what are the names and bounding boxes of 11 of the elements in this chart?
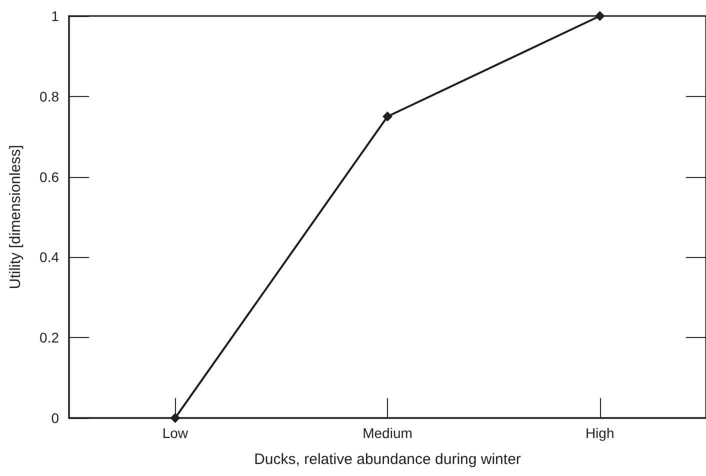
x-tick-label: Low: [162, 425, 189, 441]
y-axis-title: Utility [dimensionless]: [7, 144, 24, 290]
y-tick-label: 0: [51, 410, 60, 426]
y-tick-label: 0.2: [40, 330, 60, 346]
y-tick-label: 0.6: [40, 168, 60, 185]
y-tick-label: 0.4: [40, 249, 60, 266]
x-tick-label: Medium: [362, 425, 412, 441]
y-tick-label: 0.8: [40, 88, 60, 104]
y-tick-label: 1: [51, 8, 60, 24]
x-tick-label: High: [585, 425, 614, 441]
x-axis-title: Ducks, relative abundance during winter: [254, 451, 521, 468]
